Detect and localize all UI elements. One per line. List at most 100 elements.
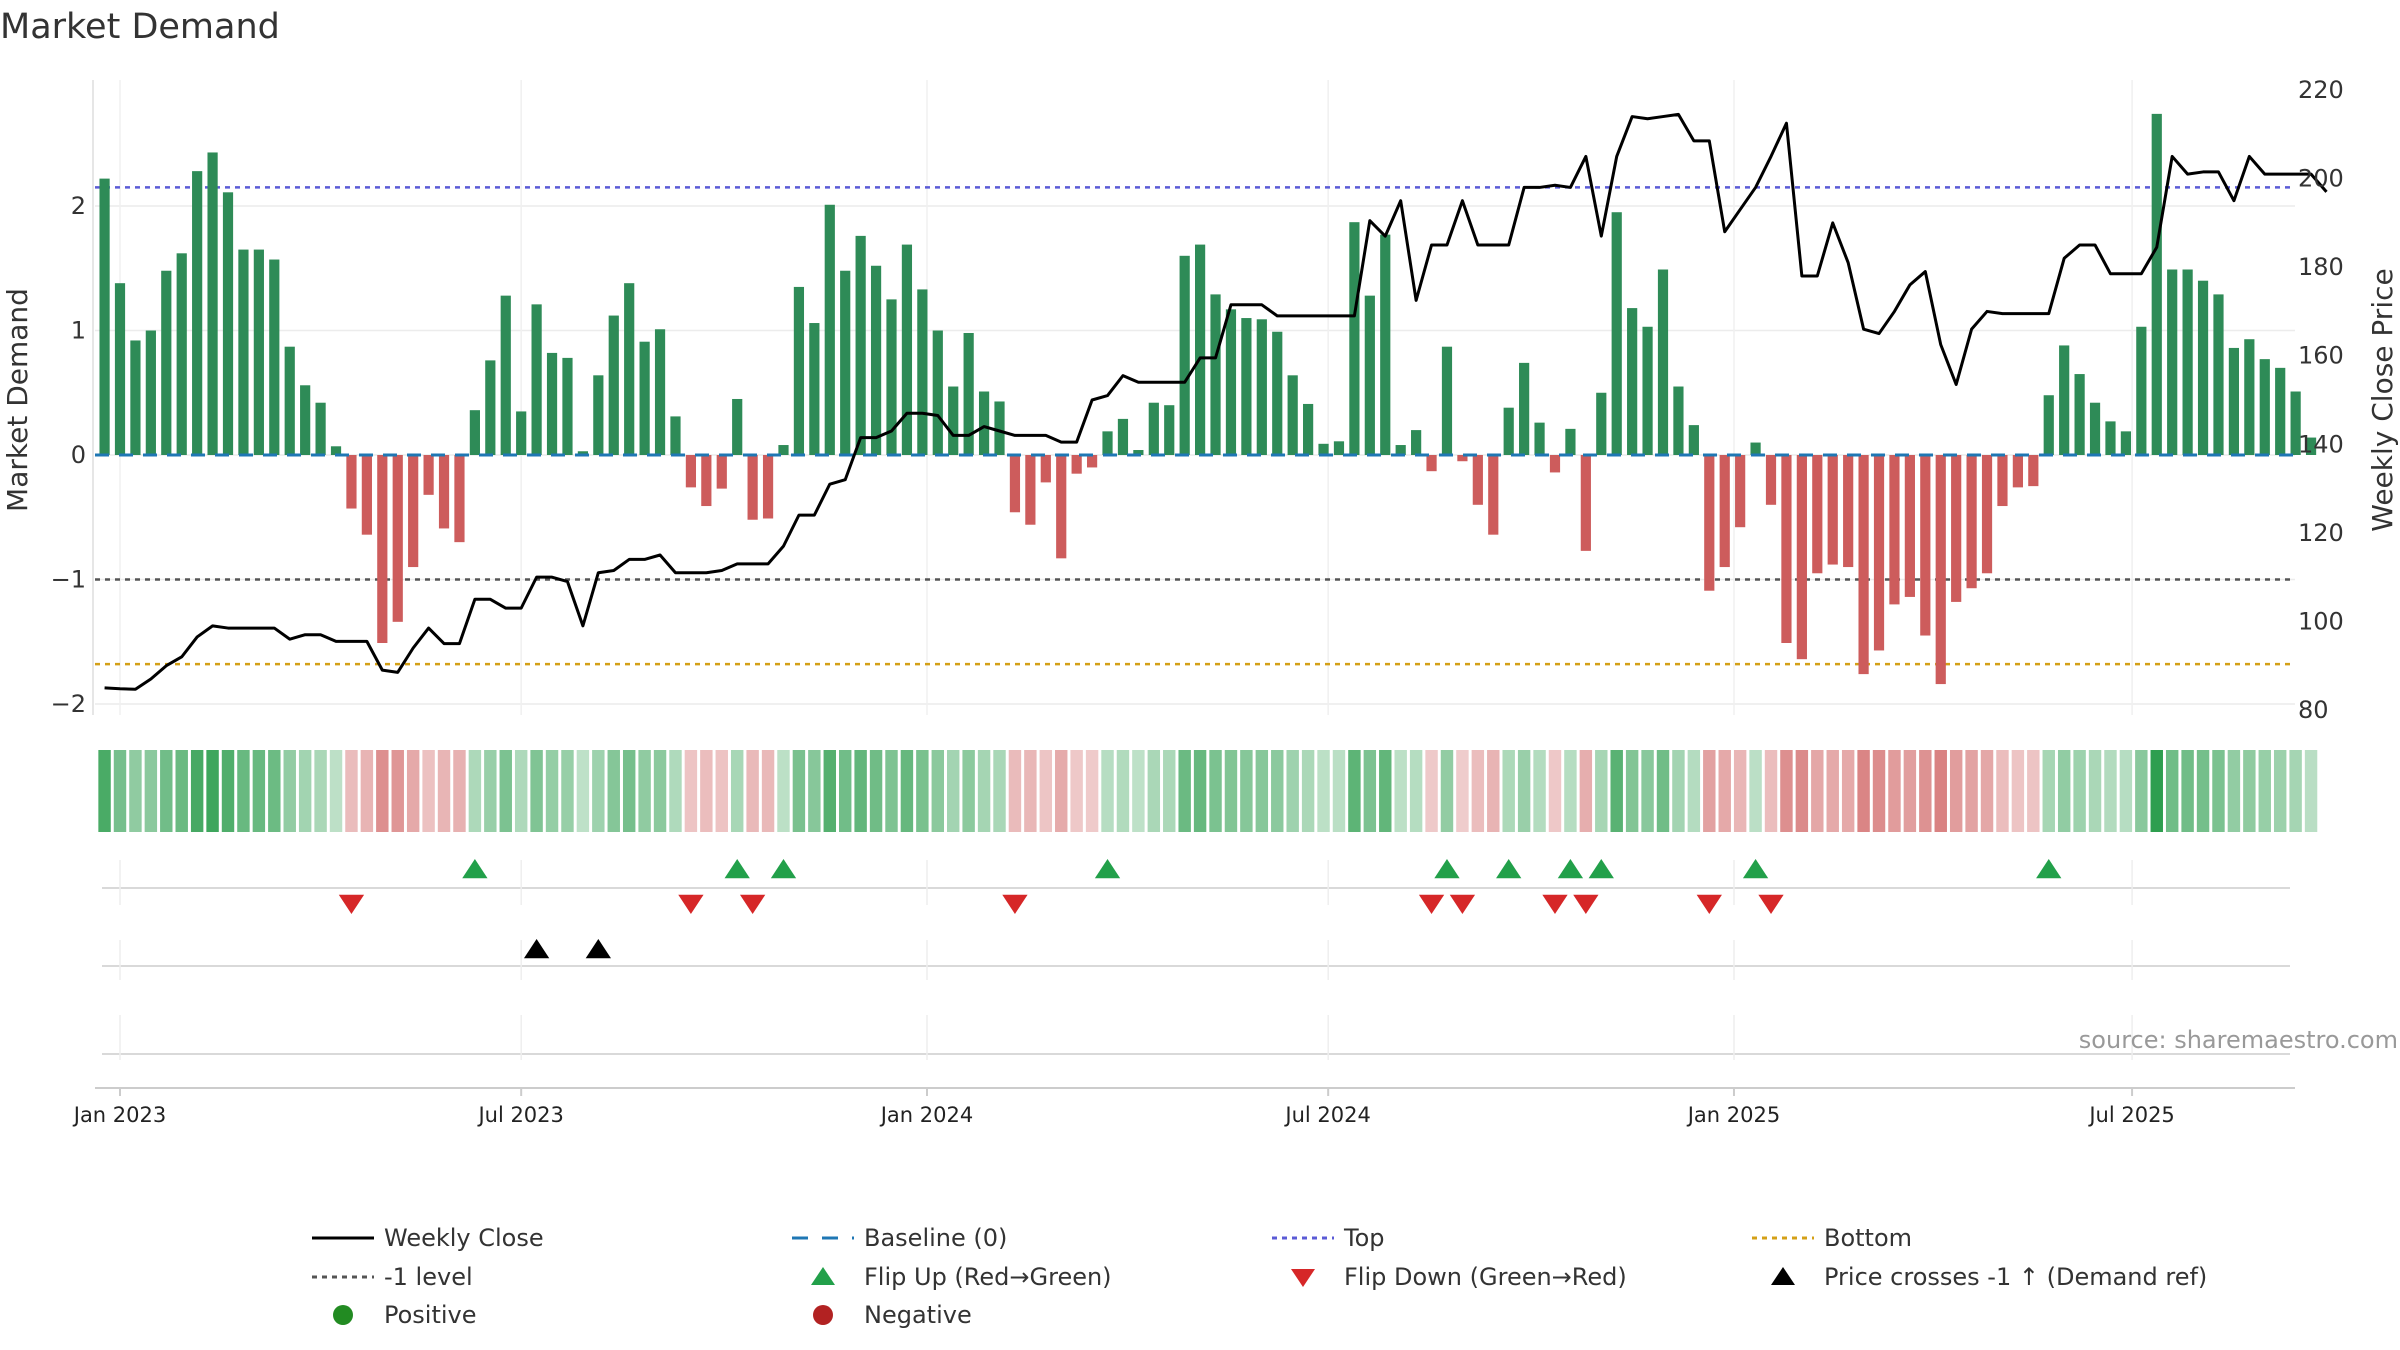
demand-bar bbox=[176, 253, 187, 455]
demand-bar bbox=[114, 283, 126, 455]
x-tick-label: Jan 2024 bbox=[879, 1103, 974, 1127]
demand-bar bbox=[1627, 308, 1638, 455]
y2-tick-label: 160 bbox=[2298, 342, 2344, 370]
legend-label: Positive bbox=[384, 1301, 477, 1329]
demand-bar bbox=[408, 455, 419, 568]
strip-cell bbox=[1579, 750, 1593, 832]
chart-title: Market Demand bbox=[0, 7, 280, 47]
demand-bar bbox=[562, 357, 573, 455]
strip-cell bbox=[2119, 750, 2133, 832]
demand-bar bbox=[130, 340, 141, 455]
strip-cell bbox=[854, 750, 867, 832]
demand-bar bbox=[2244, 339, 2255, 455]
strip-cell bbox=[1070, 750, 1083, 832]
y-tick-label: 1 bbox=[71, 317, 86, 345]
y-tick-label: 2 bbox=[71, 192, 86, 220]
demand-bar bbox=[1657, 269, 1669, 455]
flip-down-marker bbox=[678, 894, 704, 914]
strip-cell bbox=[622, 750, 636, 832]
strip-cell bbox=[113, 750, 127, 832]
demand-bar bbox=[1549, 455, 1561, 473]
strip-cell bbox=[2088, 750, 2102, 832]
demand-bar bbox=[1025, 455, 1036, 525]
flip-up-marker bbox=[770, 859, 797, 879]
demand-bar bbox=[793, 286, 805, 455]
demand-bar bbox=[1133, 450, 1144, 455]
demand-bar bbox=[1179, 255, 1190, 455]
flip-up-marker bbox=[1094, 859, 1121, 879]
strip-cell bbox=[1271, 750, 1284, 832]
demand-bar bbox=[732, 398, 743, 455]
demand-bar bbox=[1858, 455, 1869, 675]
demand-bar bbox=[2012, 455, 2023, 488]
demand-bar bbox=[438, 455, 450, 529]
demand-bar bbox=[2059, 345, 2070, 455]
demand-bar bbox=[577, 451, 588, 455]
demand-bar bbox=[1102, 431, 1113, 456]
demand-bar bbox=[1426, 455, 1437, 472]
legend-item: Flip Up (Red→Green) bbox=[811, 1263, 1112, 1291]
strip-cell bbox=[376, 750, 389, 832]
strip-cell bbox=[653, 750, 667, 832]
demand-bar bbox=[2105, 421, 2116, 455]
strip-cell bbox=[268, 750, 281, 832]
strip-cell bbox=[2011, 750, 2025, 832]
demand-bar bbox=[2074, 374, 2085, 455]
strip-cell bbox=[1240, 750, 1253, 832]
strip-cell bbox=[2042, 750, 2055, 832]
source-credit: source: sharemaestro.com bbox=[2079, 1026, 2398, 1054]
strip-cell bbox=[1024, 750, 1037, 832]
demand-bar bbox=[315, 402, 326, 455]
demand-bar bbox=[1333, 441, 1345, 456]
flip-up-marker bbox=[1557, 859, 1584, 879]
strip-cell bbox=[1610, 750, 1623, 832]
demand-bar bbox=[1071, 455, 1082, 474]
strip-cell bbox=[1363, 750, 1377, 832]
demand-bar bbox=[546, 352, 558, 455]
demand-bar bbox=[2167, 269, 2178, 455]
legend-label: Price crosses -1 ↑ (Demand ref) bbox=[1824, 1263, 2207, 1291]
y2-tick-label: 120 bbox=[2298, 519, 2344, 547]
strip-cell bbox=[977, 750, 991, 832]
strip-cell bbox=[129, 750, 142, 832]
demand-bar bbox=[1596, 392, 1607, 455]
demand-bar bbox=[670, 416, 681, 455]
x-tick-label: Jul 2024 bbox=[1283, 1103, 1370, 1127]
strip-cell bbox=[869, 750, 883, 832]
strip-cell bbox=[1780, 750, 1793, 832]
strip-cell bbox=[792, 750, 806, 832]
legend-item: Weekly Close bbox=[312, 1224, 544, 1252]
strip-cell bbox=[1055, 750, 1068, 832]
strip-cell bbox=[561, 750, 574, 832]
flip-down-marker bbox=[1002, 894, 1028, 914]
strip-cell bbox=[237, 750, 250, 832]
demand-bar bbox=[1287, 375, 1298, 455]
strip-cell bbox=[1965, 750, 1978, 832]
strip-cell bbox=[206, 750, 219, 832]
strip-cell bbox=[638, 750, 651, 832]
legend-label: Flip Down (Green→Red) bbox=[1344, 1263, 1627, 1291]
strip-cell bbox=[1147, 750, 1161, 832]
left-axis-ticks: −2 −1 0 1 2 bbox=[51, 192, 86, 718]
y2-tick-label: 80 bbox=[2298, 696, 2329, 724]
demand-bar bbox=[1395, 445, 1406, 455]
demand-bar bbox=[1704, 455, 1715, 591]
legend-marker bbox=[813, 1305, 833, 1325]
demand-bar bbox=[2182, 269, 2193, 455]
strip-cell bbox=[1949, 750, 1963, 832]
demand-bar bbox=[161, 270, 172, 455]
strip-cell bbox=[453, 750, 466, 832]
demand-bar bbox=[1040, 455, 1051, 483]
strip-cell bbox=[1687, 750, 1701, 832]
legend-marker bbox=[1771, 1267, 1795, 1285]
y-axis-label: Market Demand bbox=[1, 288, 34, 512]
demand-bar bbox=[1256, 319, 1267, 455]
strip-cell bbox=[1595, 750, 1608, 832]
demand-bar bbox=[1966, 455, 1977, 589]
strip-cell bbox=[1996, 750, 2009, 832]
legend-marker bbox=[811, 1267, 835, 1285]
strip-cell bbox=[576, 750, 590, 832]
y2-tick-label: 200 bbox=[2298, 165, 2344, 193]
strip-cell bbox=[607, 750, 620, 832]
demand-bar bbox=[1411, 430, 1422, 455]
